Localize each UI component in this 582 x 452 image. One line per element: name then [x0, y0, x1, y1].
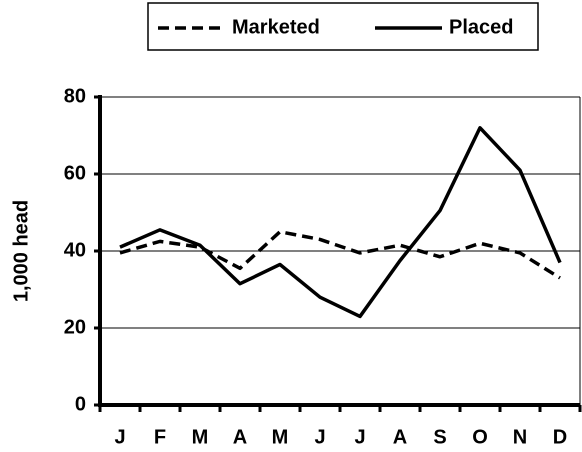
x-tick-label: J [114, 426, 125, 448]
y-tick-label: 60 [64, 162, 86, 184]
data-line [119, 126, 562, 319]
x-tick-label: J [354, 426, 365, 448]
x-tick-label: F [154, 426, 166, 448]
x-tick-label: J [314, 426, 325, 448]
x-tick-label: A [393, 426, 407, 448]
x-tick-label: A [233, 426, 247, 448]
legend-label: Placed [449, 16, 513, 38]
y-tick-label: 80 [64, 85, 86, 107]
x-tick-label: M [272, 426, 289, 448]
y-tick-label: 0 [75, 393, 86, 415]
legend-label: Marketed [232, 16, 320, 38]
y-tick-label: 20 [64, 316, 86, 338]
x-tick-label: N [513, 426, 527, 448]
y-axis-label: 1,000 head [10, 200, 32, 302]
x-tick-label: S [433, 426, 446, 448]
x-tick-label: O [472, 426, 488, 448]
y-tick-label: 40 [64, 239, 86, 261]
data-line [119, 230, 561, 280]
x-tick-label: M [192, 426, 209, 448]
x-tick-label: D [553, 426, 567, 448]
